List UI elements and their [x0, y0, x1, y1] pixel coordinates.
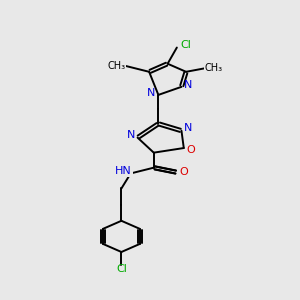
Text: Cl: Cl — [116, 264, 127, 274]
Text: Cl: Cl — [181, 40, 191, 50]
Text: O: O — [186, 145, 195, 155]
Text: O: O — [179, 167, 188, 177]
Text: N: N — [184, 123, 193, 134]
Text: CH₃: CH₃ — [205, 63, 223, 73]
Text: N: N — [184, 80, 193, 89]
Text: HN: HN — [115, 166, 132, 176]
Text: CH₃: CH₃ — [205, 63, 223, 73]
Text: N: N — [147, 88, 156, 98]
Text: CH₃: CH₃ — [108, 61, 126, 71]
Text: HN: HN — [115, 166, 132, 176]
Text: CH₃: CH₃ — [108, 61, 126, 71]
Text: N: N — [127, 130, 135, 140]
